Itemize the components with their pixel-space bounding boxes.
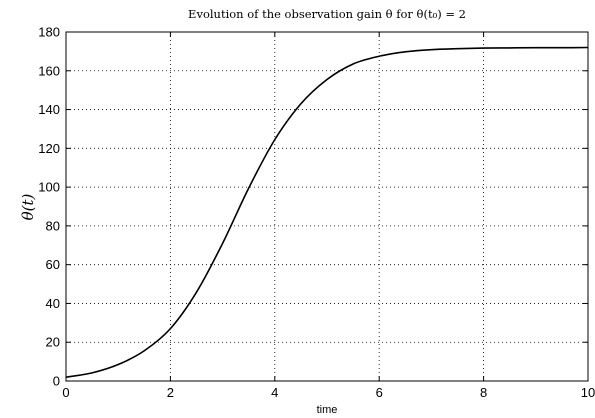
grid	[66, 32, 588, 381]
plot-frame	[65, 31, 589, 382]
series-line	[65, 46, 589, 378]
x-tick-label: 4	[271, 385, 278, 400]
y-tick-label: 0	[53, 374, 60, 389]
y-tick-label: 80	[46, 218, 60, 233]
x-tick-label: 8	[480, 385, 487, 400]
ticks	[65, 31, 589, 382]
x-tick-label: 10	[581, 385, 595, 400]
x-tick-labels: 0 2 4 6 8 10	[62, 385, 595, 400]
y-tick-labels: 0 20 40 60 80 100 120 140 160 180	[38, 25, 60, 389]
x-tick-label: 6	[376, 385, 383, 400]
y-tick-label: 180	[38, 25, 60, 40]
x-axis-label: time	[317, 404, 338, 416]
x-tick-label: 2	[167, 385, 174, 400]
y-tick-label: 40	[46, 296, 60, 311]
y-tick-label: 20	[46, 335, 60, 350]
y-tick-label: 120	[38, 141, 60, 156]
chart-title: Evolution of the observation gain θ for …	[188, 7, 466, 21]
y-tick-label: 140	[38, 102, 60, 117]
y-tick-label: 100	[38, 180, 60, 195]
x-tick-label: 0	[62, 385, 69, 400]
series-group	[65, 46, 589, 378]
y-tick-label: 160	[38, 63, 60, 78]
y-axis-label: θ(t)	[19, 193, 37, 220]
y-tick-label: 60	[46, 257, 60, 272]
